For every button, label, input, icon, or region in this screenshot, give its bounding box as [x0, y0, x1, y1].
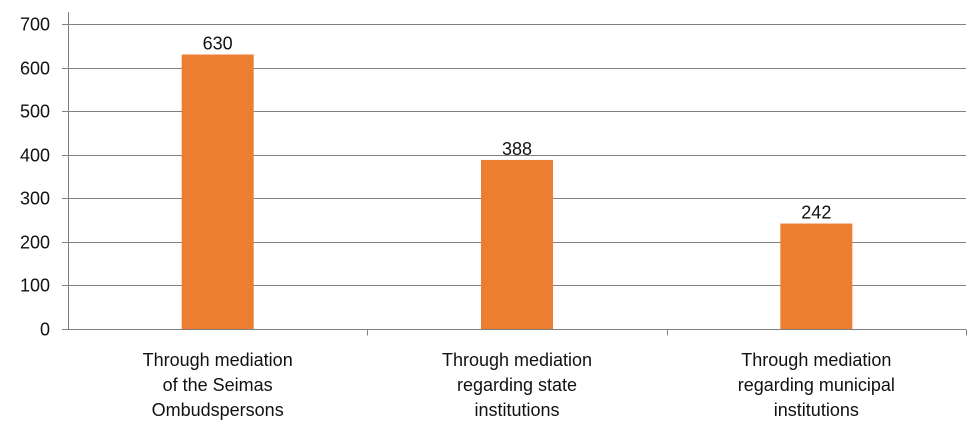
x-category-label: Through mediation regarding municipal inst… [738, 350, 895, 420]
bars [181, 54, 853, 329]
x-category-label-line: institutions [474, 400, 559, 420]
data-label: 630 [203, 34, 233, 54]
y-tick-label: 400 [20, 146, 50, 166]
data-label: 242 [801, 203, 831, 223]
x-category-label: Through mediation regarding state institut… [442, 350, 592, 420]
y-tick-label: 600 [20, 59, 50, 79]
x-category-label-line: regarding municipal [738, 375, 895, 395]
x-category-label-line: of the Seimas [163, 375, 273, 395]
bar [181, 54, 254, 329]
x-category-label-line: Through mediation [741, 350, 891, 370]
axes [62, 12, 967, 336]
y-tick-label: 500 [20, 102, 50, 122]
x-category-label-line: institutions [774, 400, 859, 420]
y-tick-label: 300 [20, 189, 50, 209]
x-category-label-line: Through mediation [143, 350, 293, 370]
x-category-label-line: Ombudspersons [152, 400, 284, 420]
y-tick-label: 700 [20, 15, 50, 35]
bar [780, 223, 853, 329]
bar [481, 159, 553, 329]
x-category-label-line: Through mediation [442, 350, 592, 370]
x-category-label: Through mediation of the Seimas Ombudspers… [143, 350, 293, 420]
y-tick-label: 0 [40, 320, 50, 340]
x-category-label-line: regarding state [457, 375, 577, 395]
labels: 0 100 200 300 400 500 600 700 630 Through mediati… [20, 15, 895, 421]
y-tick-label: 200 [20, 233, 50, 253]
y-tick-label: 100 [20, 276, 50, 296]
data-label: 388 [502, 139, 532, 159]
